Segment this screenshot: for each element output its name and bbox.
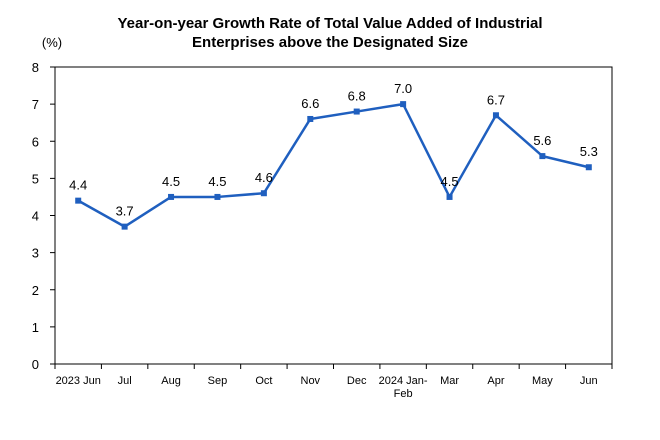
y-tick-label: 2 — [32, 283, 39, 298]
data-point — [214, 193, 221, 200]
data-point — [75, 197, 82, 204]
plot-frame — [54, 66, 613, 365]
data-point — [400, 101, 407, 108]
x-tick-label: Nov — [301, 375, 321, 387]
data-point — [260, 190, 267, 197]
y-tick-label: 1 — [32, 320, 39, 335]
y-tick-label: 6 — [32, 134, 39, 149]
y-tick-label: 3 — [32, 246, 39, 261]
data-label: 3.7 — [116, 204, 134, 219]
data-label: 4.5 — [441, 174, 459, 189]
chart-title-line-2: Enterprises above the Designated Size — [192, 34, 468, 51]
data-point — [492, 112, 499, 119]
data-label: 7.0 — [394, 81, 412, 96]
data-label: 5.3 — [580, 144, 598, 159]
data-point — [307, 115, 314, 122]
x-tick-label: Dec — [347, 375, 367, 387]
y-tick-label: 8 — [32, 60, 39, 75]
x-tick-label: Oct — [255, 375, 272, 387]
data-label: 4.6 — [255, 170, 273, 185]
x-tick-label: Apr — [487, 375, 504, 387]
y-tick-label: 4 — [32, 209, 39, 224]
data-label: 6.7 — [487, 92, 505, 107]
data-point — [121, 223, 128, 230]
x-tick-label: 2024 Jan-Feb — [379, 375, 428, 400]
data-point — [353, 108, 360, 115]
y-unit-label: (%) — [42, 35, 62, 50]
x-tick-label: Jul — [118, 375, 132, 387]
y-tick-label: 5 — [32, 171, 39, 186]
data-label: 4.5 — [208, 174, 226, 189]
x-tick-label: May — [532, 375, 553, 387]
y-tick-label: 0 — [32, 357, 39, 372]
chart-title-line-1: Year-on-year Growth Rate of Total Value … — [117, 15, 543, 32]
x-tick-label: Jun — [580, 375, 598, 387]
x-tick-label: 2023 Jun — [56, 375, 101, 387]
data-label: 5.6 — [533, 133, 551, 148]
data-point — [539, 153, 546, 160]
chart-title: Year-on-year Growth Rate of Total Value … — [0, 14, 660, 52]
data-point — [585, 164, 592, 171]
x-tick-label: Aug — [161, 375, 181, 387]
data-label: 6.6 — [301, 96, 319, 111]
x-tick-label: Sep — [208, 375, 228, 387]
series-line — [77, 102, 590, 228]
x-tick-label: Mar — [440, 375, 459, 387]
data-point — [168, 193, 175, 200]
data-point — [446, 193, 453, 200]
data-label: 4.5 — [162, 174, 180, 189]
data-label: 4.4 — [69, 178, 87, 193]
y-tick-label: 7 — [32, 97, 39, 112]
data-label: 6.8 — [348, 89, 366, 104]
